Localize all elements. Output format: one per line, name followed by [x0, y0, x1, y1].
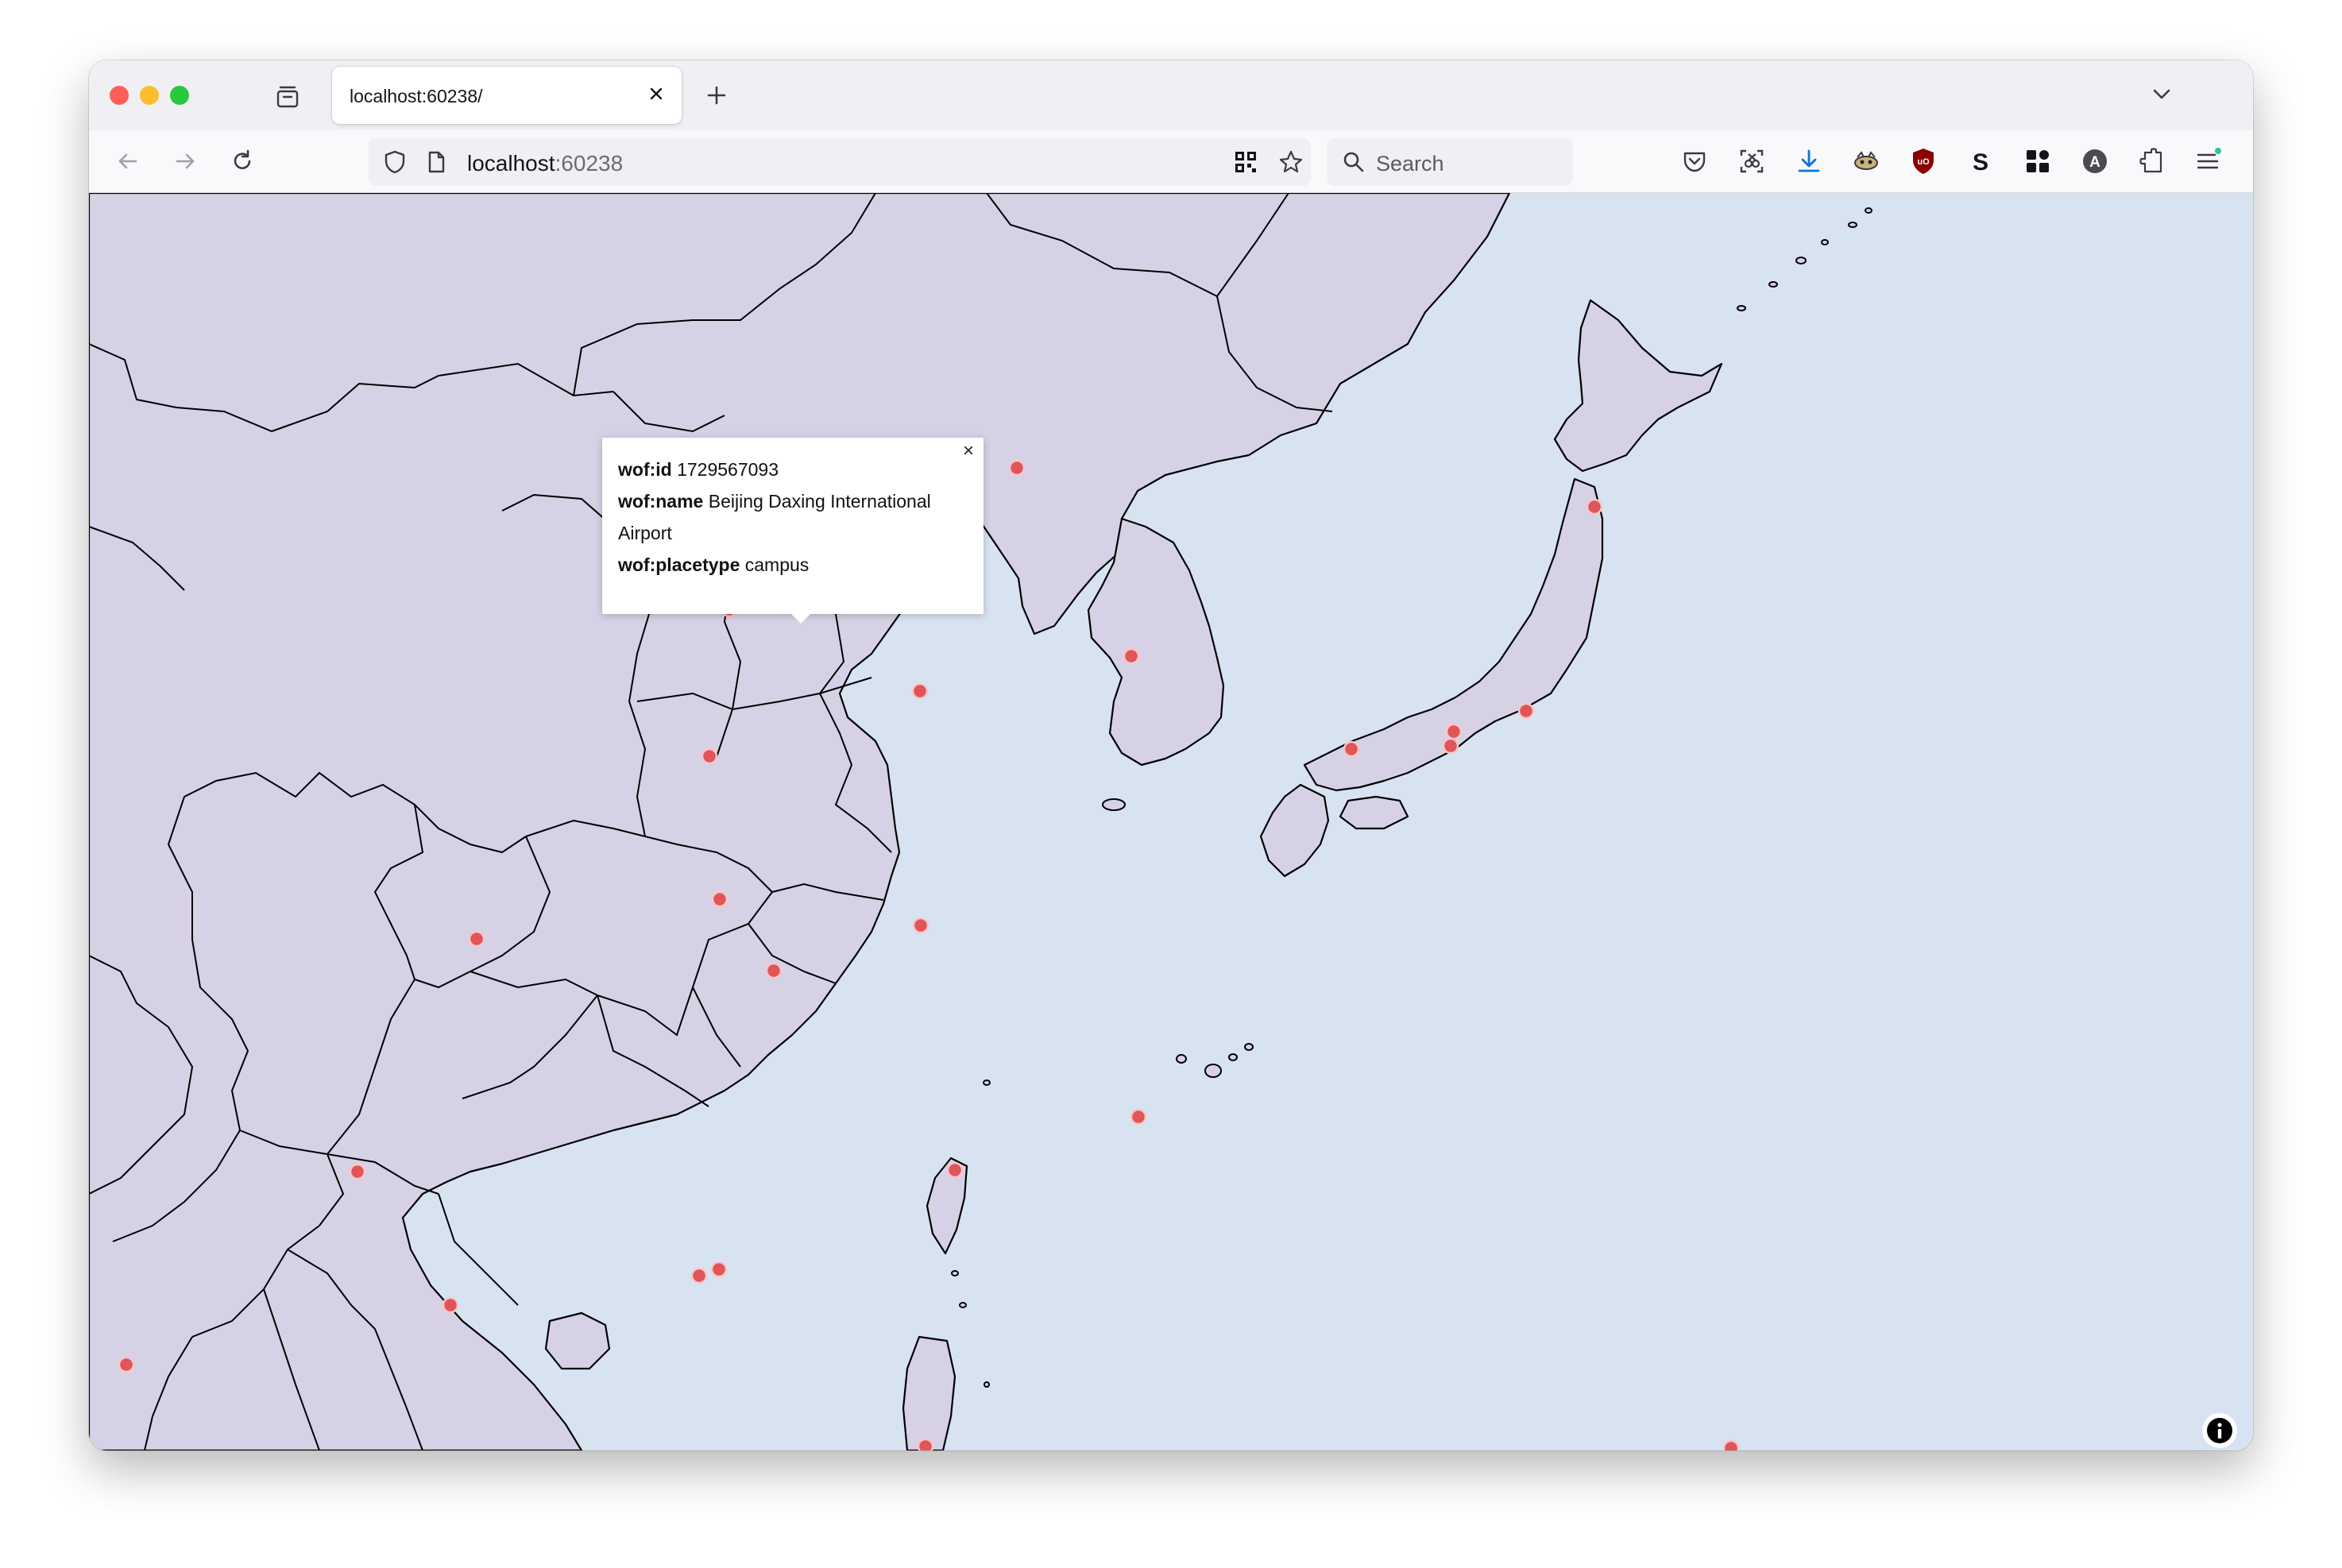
place-marker[interactable]	[912, 917, 929, 934]
place-markers	[118, 459, 1740, 1450]
popup-id-label: wof:id	[618, 459, 672, 480]
place-marker[interactable]	[1343, 740, 1360, 758]
place-marker[interactable]	[911, 682, 929, 700]
place-marker[interactable]	[1586, 498, 1603, 516]
place-marker[interactable]	[701, 747, 718, 765]
close-icon[interactable]	[645, 83, 667, 105]
place-marker[interactable]	[946, 1161, 964, 1179]
menu-icon[interactable]	[2193, 146, 2223, 176]
url-bar[interactable]: localhost:60238	[369, 138, 1311, 186]
mainland-china-region	[89, 193, 1511, 1450]
svg-text:A: A	[2089, 154, 2100, 171]
back-icon[interactable]	[113, 146, 143, 176]
place-marker[interactable]	[349, 1163, 366, 1180]
islands	[951, 207, 1872, 1388]
place-marker[interactable]	[1008, 459, 1026, 477]
grid-extension-icon[interactable]	[2023, 146, 2053, 176]
place-marker[interactable]	[1123, 647, 1140, 665]
popup-placetype-value: campus	[744, 554, 810, 575]
hokkaido-region	[1553, 299, 1723, 473]
star-icon[interactable]	[1277, 149, 1304, 176]
close-window-button[interactable]	[110, 86, 129, 105]
reload-icon[interactable]	[227, 146, 257, 176]
place-marker[interactable]	[917, 1438, 934, 1450]
popup-id-value: 1729567093	[677, 459, 779, 480]
search-placeholder: Search	[1376, 152, 1444, 176]
screenshot-icon[interactable]	[1737, 146, 1767, 176]
kyushu-region	[1259, 783, 1330, 878]
province-borders	[89, 193, 1333, 1450]
popup-id-row: wof:id 1729567093	[618, 454, 779, 485]
url-port: :60238	[555, 151, 624, 176]
forward-icon[interactable]	[170, 146, 200, 176]
qr-code-icon[interactable]	[1233, 149, 1258, 175]
ublock-icon[interactable]: uO	[1908, 146, 1938, 176]
place-marker[interactable]	[765, 962, 783, 979]
extension-fox-icon[interactable]	[1851, 146, 1881, 176]
place-marker[interactable]	[118, 1356, 135, 1373]
info-button[interactable]	[2202, 1413, 2237, 1448]
download-icon[interactable]	[1794, 146, 1824, 176]
minimize-window-button[interactable]	[140, 86, 159, 105]
popup-placetype-label: wof:placetype	[618, 554, 740, 575]
place-marker[interactable]	[1130, 1108, 1147, 1126]
place-marker[interactable]	[1445, 723, 1463, 740]
place-marker[interactable]	[442, 1296, 459, 1314]
map-geometry	[89, 193, 1872, 1450]
search-input[interactable]: Search	[1327, 138, 1573, 186]
tab-title: localhost:60238/	[350, 86, 483, 106]
popup-placetype-row: wof:placetype campus	[618, 549, 809, 581]
pocket-icon[interactable]	[1679, 146, 1710, 176]
extensions-icon[interactable]	[2137, 146, 2167, 176]
page-icon	[428, 151, 445, 173]
shield-icon[interactable]	[381, 149, 408, 176]
place-marker[interactable]	[1442, 737, 1459, 755]
tab-overview-icon[interactable]	[273, 83, 302, 111]
url-host: localhost	[467, 151, 555, 176]
popup-name-row-cont: Airport	[618, 523, 672, 543]
url-text[interactable]: localhost:60238	[467, 151, 623, 176]
place-marker[interactable]	[710, 1261, 728, 1278]
s-extension-icon[interactable]: S	[1965, 146, 1996, 176]
popup-tip	[791, 614, 810, 624]
taiwan-region	[926, 1157, 968, 1255]
maximize-window-button[interactable]	[170, 86, 189, 105]
feature-popup: × wof:id 1729567093 wof:name Beijing Dax…	[602, 438, 984, 624]
tab-active[interactable]: localhost:60238/	[332, 67, 682, 124]
map-canvas[interactable]: × wof:id 1729567093 wof:name Beijing Dax…	[89, 193, 2253, 1450]
luzon-region	[902, 1335, 957, 1450]
popup-name-value: Beijing Daxing International	[708, 491, 931, 512]
popup-name-label: wof:name	[618, 491, 704, 512]
place-marker[interactable]	[690, 1267, 708, 1284]
shikoku-region	[1339, 795, 1409, 830]
account-icon[interactable]: A	[2080, 146, 2110, 176]
nav-bar: localhost:60238 Search	[89, 130, 2253, 193]
search-icon	[1343, 152, 1364, 172]
korea-region	[1087, 517, 1225, 767]
popup-close-button[interactable]: ×	[962, 440, 974, 462]
svg-text:S: S	[1973, 149, 1988, 176]
hainan-region	[544, 1311, 611, 1370]
place-marker[interactable]	[711, 890, 728, 908]
info-icon	[2207, 1418, 2232, 1443]
plus-icon[interactable]	[702, 81, 731, 110]
tab-bar: localhost:60238/	[89, 60, 2253, 130]
browser-window: localhost:60238/	[89, 60, 2253, 1450]
chevron-down-icon[interactable]	[2150, 83, 2174, 106]
popup-name-row: wof:name Beijing Daxing International	[618, 485, 931, 517]
place-marker[interactable]	[1517, 702, 1535, 720]
place-marker[interactable]	[1722, 1439, 1740, 1450]
svg-text:uO: uO	[1917, 157, 1930, 167]
place-marker[interactable]	[468, 930, 485, 948]
